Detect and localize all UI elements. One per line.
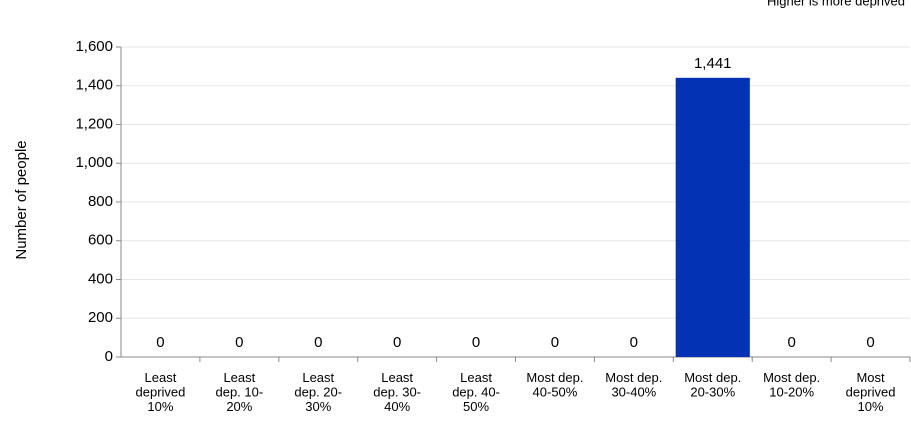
x-tick-label-line: 40-50% xyxy=(533,385,578,400)
y-tick-label: 0 xyxy=(105,348,113,365)
x-tick-label-line: Most dep. xyxy=(763,370,820,385)
x-tick-label-line: Most dep. xyxy=(605,370,662,385)
x-tick-label-line: dep. 20- xyxy=(294,385,342,400)
y-tick-label: 600 xyxy=(88,232,113,249)
y-tick-label: 1,600 xyxy=(75,38,113,55)
x-tick-label-line: Least xyxy=(302,370,334,385)
x-tick-label-line: Least xyxy=(223,370,255,385)
value-label: 0 xyxy=(314,334,322,351)
x-tick-label-line: 10-20% xyxy=(769,385,814,400)
y-tick-label: 1,200 xyxy=(75,115,113,132)
y-tick-label: 1,400 xyxy=(75,77,113,94)
value-label: 0 xyxy=(787,334,795,351)
value-label: 0 xyxy=(551,334,559,351)
value-label: 0 xyxy=(472,334,480,351)
x-tick-label-line: 20-30% xyxy=(690,385,735,400)
y-tick-label: 200 xyxy=(88,309,113,326)
x-tick-label-line: Most dep. xyxy=(526,370,583,385)
x-tick-label-line: deprived xyxy=(136,385,186,400)
x-tick-label: Least dep. 10-20% xyxy=(215,370,263,414)
x-tick-label: Least dep. 20-30% xyxy=(294,370,342,414)
chart-subtitle: Higher is more deprived xyxy=(767,0,905,8)
value-label: 0 xyxy=(866,334,874,351)
x-tick-label: Most dep. 20-30% xyxy=(684,370,741,400)
x-tick-label-line: dep. 40- xyxy=(452,385,500,400)
x-tick-label-line: Least xyxy=(381,370,413,385)
x-tick-label-line: 10% xyxy=(147,399,173,414)
x-tick-label-line: dep. 10- xyxy=(215,385,263,400)
x-tick-label-line: 50% xyxy=(463,399,489,414)
bar xyxy=(675,77,750,358)
x-tick-label-line: 30% xyxy=(305,399,331,414)
x-tick-label-line: Most xyxy=(856,370,885,385)
x-tick-label-line: Most dep. xyxy=(684,370,741,385)
value-label: 0 xyxy=(630,334,638,351)
x-tick-label-line: 30-40% xyxy=(611,385,656,400)
x-tick-label-line: deprived xyxy=(846,385,896,400)
value-label: 0 xyxy=(156,334,164,351)
x-tick-label-line: 40% xyxy=(384,399,410,414)
x-tick-label-line: 10% xyxy=(858,399,884,414)
y-tick-label: 400 xyxy=(88,270,113,287)
value-label: 1,441 xyxy=(694,55,732,72)
x-tick-label-line: dep. 30- xyxy=(373,385,421,400)
x-tick-label: Most dep. 40-50% xyxy=(526,370,583,400)
x-tick-label-line: Least xyxy=(145,370,177,385)
y-axis-label: Number of people xyxy=(13,140,30,259)
x-tick-label: Least deprived 10% xyxy=(136,370,186,414)
y-tick-label: 800 xyxy=(88,193,113,210)
x-tick-label: Most dep. 30-40% xyxy=(605,370,662,400)
x-tick-label: Least dep. 40-50% xyxy=(452,370,500,414)
y-tick-label: 1,000 xyxy=(75,154,113,171)
x-tick-label: Most deprived 10% xyxy=(846,370,896,414)
value-label: 0 xyxy=(235,334,243,351)
x-tick-label-line: Least xyxy=(460,370,492,385)
x-tick-label: Least dep. 30-40% xyxy=(373,370,421,414)
x-tick-label: Most dep. 10-20% xyxy=(763,370,820,400)
value-label: 0 xyxy=(393,334,401,351)
x-tick-label-line: 20% xyxy=(226,399,252,414)
